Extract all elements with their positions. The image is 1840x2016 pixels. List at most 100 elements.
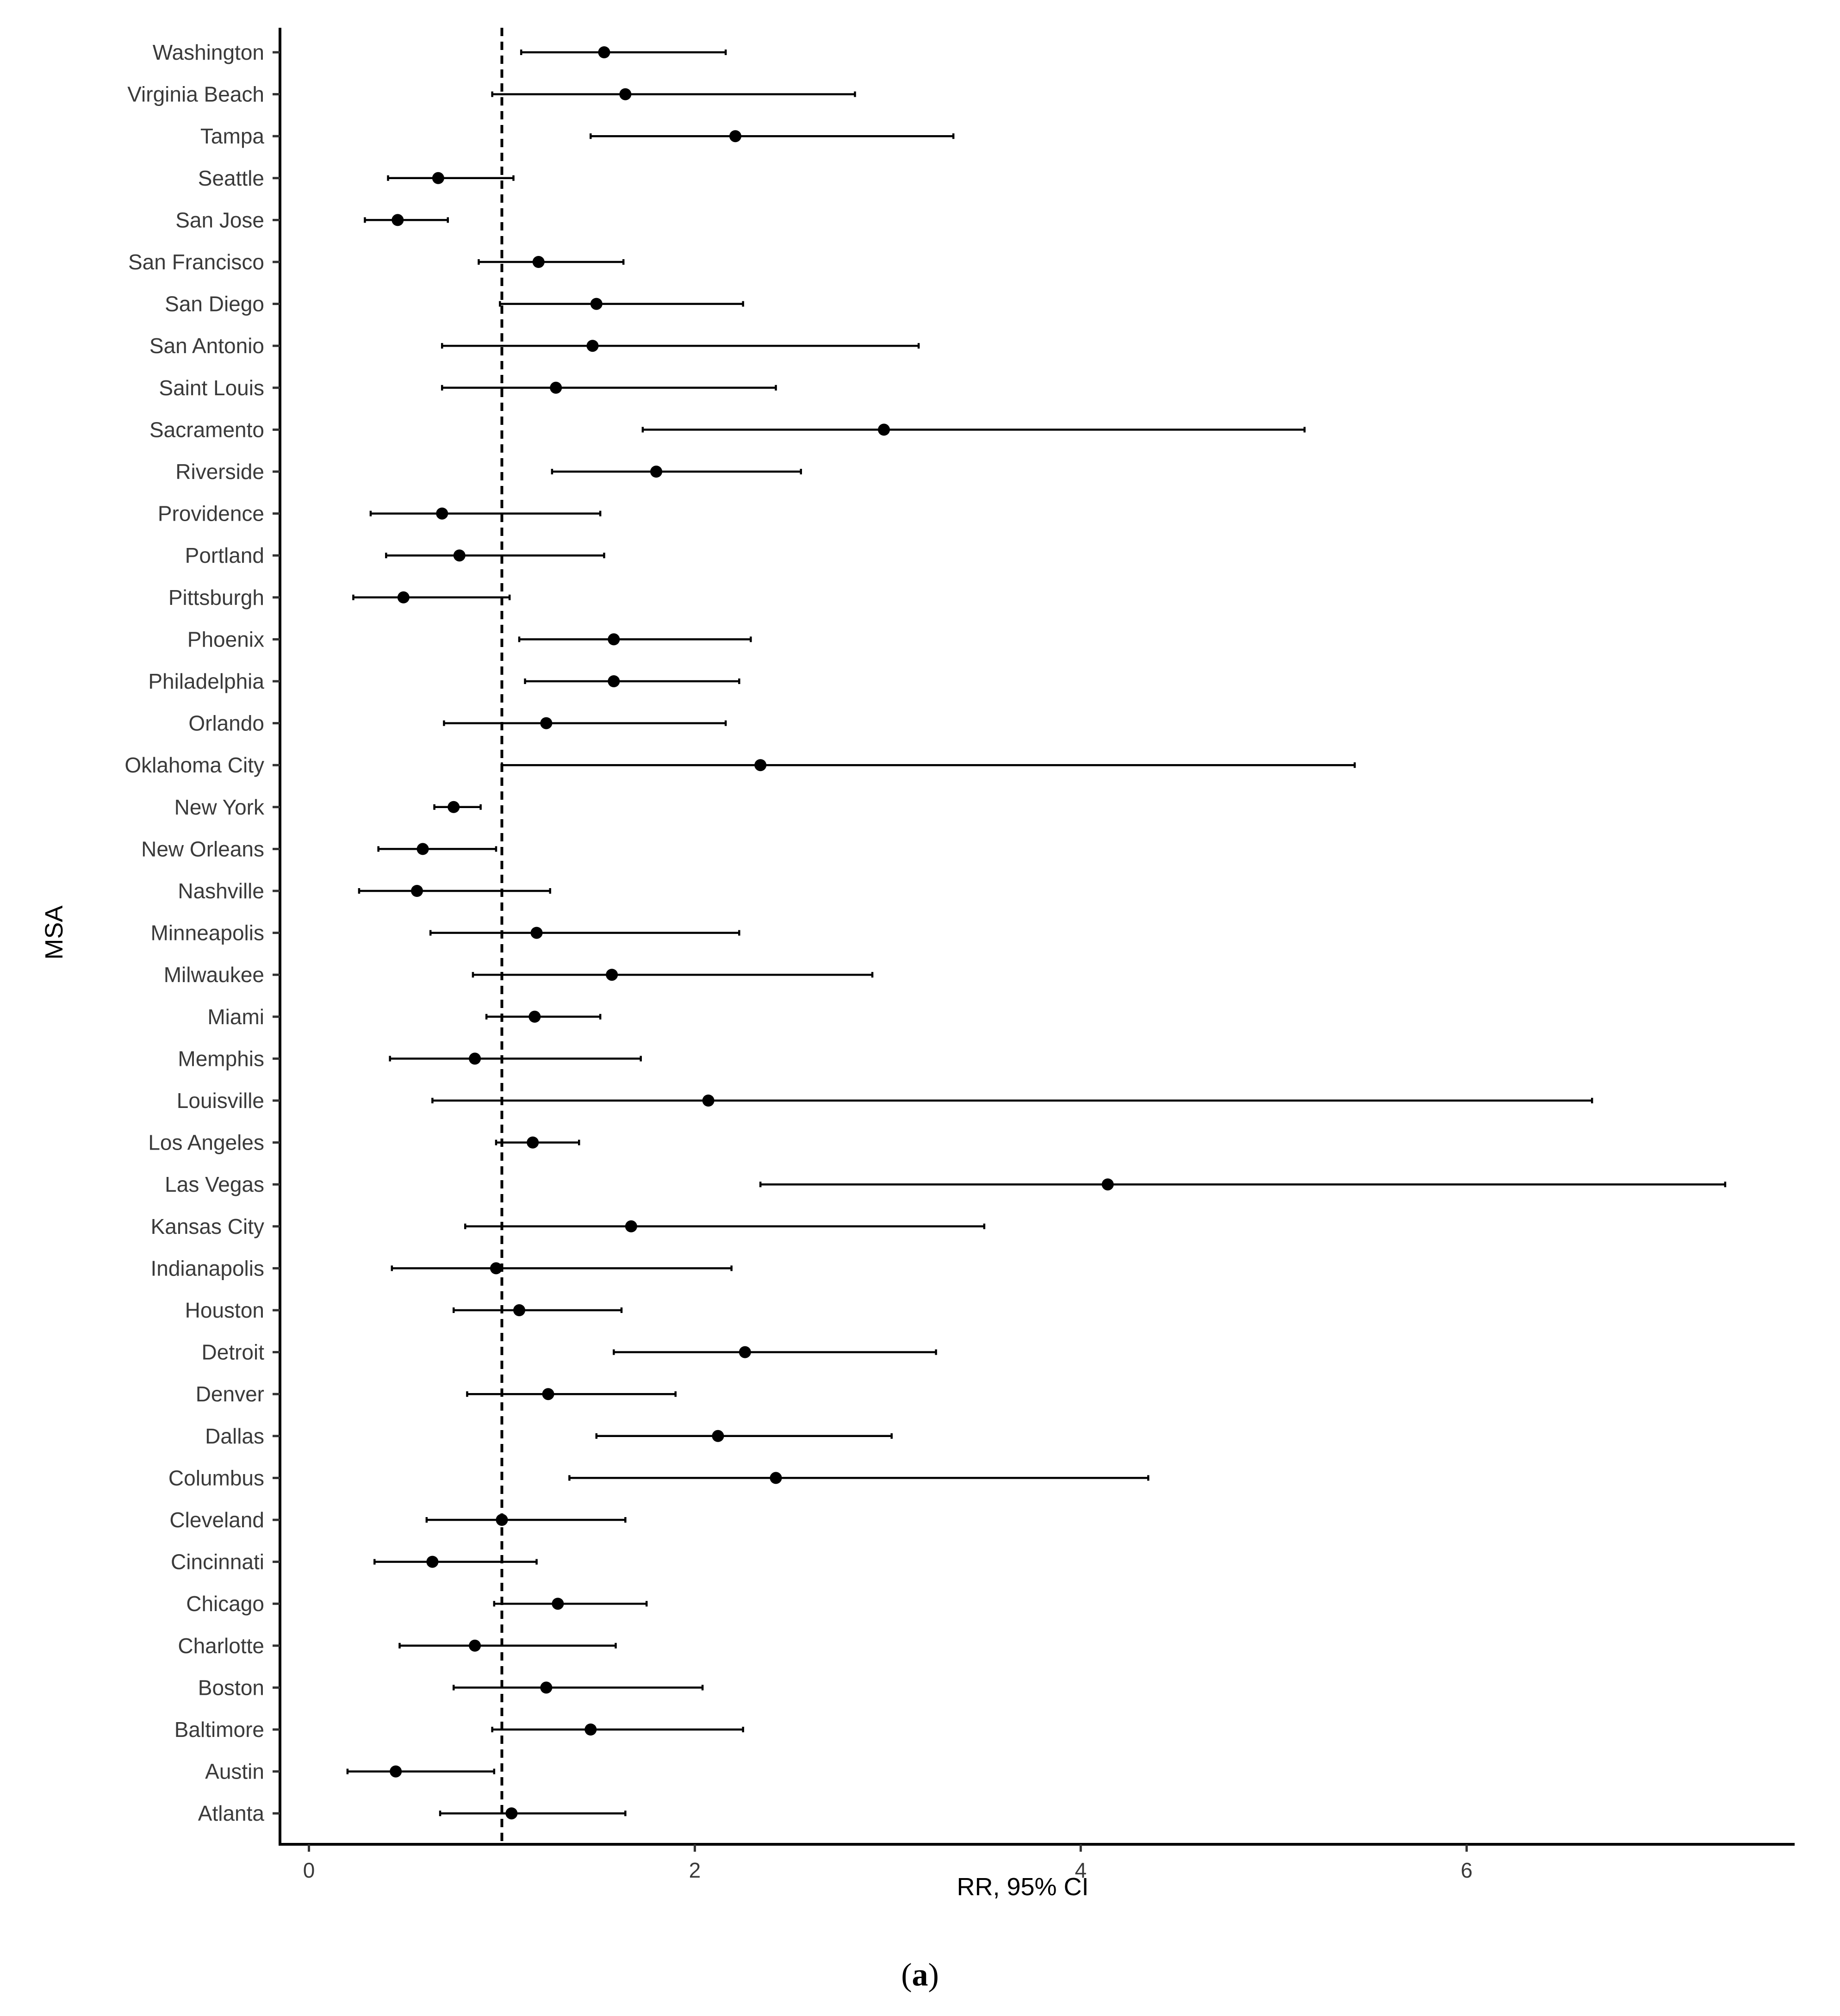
point-estimate <box>584 1724 597 1736</box>
point-estimate <box>1101 1178 1114 1191</box>
caption-paren-open: ( <box>901 1957 912 1993</box>
point-estimate <box>469 1639 481 1652</box>
point-estimate <box>590 298 603 310</box>
y-tick-label: Nashville <box>178 879 264 903</box>
y-axis: Washington Virginia Beach Tampa Seattle San … <box>124 28 281 1844</box>
y-tick-label: Chicago <box>186 1592 264 1616</box>
y-tick-label: Oklahoma City <box>124 753 264 777</box>
point-estimate <box>530 927 543 939</box>
point-estimate <box>532 256 545 268</box>
point-estimate <box>702 1095 715 1107</box>
y-tick-label: Riverside <box>175 460 264 484</box>
y-tick-label: San Diego <box>165 292 264 316</box>
point-estimate <box>528 1010 541 1023</box>
y-tick-label: Columbus <box>168 1466 264 1490</box>
point-estimate <box>586 340 599 352</box>
y-tick-label: Tampa <box>200 124 264 148</box>
x-tick-label: 2 <box>689 1858 701 1882</box>
y-tick-label: San Francisco <box>128 250 264 274</box>
y-tick-label: Boston <box>198 1675 264 1699</box>
point-estimate <box>729 130 741 143</box>
point-estimate <box>416 843 429 855</box>
y-tick-label: Dallas <box>205 1424 264 1448</box>
y-tick-label: Sacramento <box>149 417 264 442</box>
point-estimate <box>490 1262 502 1275</box>
point-estimate <box>625 1220 637 1232</box>
y-tick-label: New York <box>174 795 265 819</box>
x-axis: 0 2 4 6 <box>279 1843 1795 1882</box>
y-tick-label: Houston <box>185 1298 264 1322</box>
y-tick-label: Las Vegas <box>165 1172 264 1196</box>
y-tick-label: San Antonio <box>149 334 264 358</box>
point-estimate <box>552 1598 564 1610</box>
y-tick-label: Washington <box>153 40 264 64</box>
point-estimate <box>453 549 466 562</box>
y-tick-label: Cincinnati <box>171 1550 264 1574</box>
y-tick-label: Denver <box>196 1382 264 1406</box>
caption-paren-close: ) <box>928 1957 939 1993</box>
y-axis-title: MSA <box>40 905 68 959</box>
point-estimate <box>770 1472 782 1484</box>
point-estimate <box>540 1681 553 1694</box>
point-estimate <box>542 1388 554 1400</box>
plot-area <box>346 28 1727 1844</box>
point-estimate <box>739 1346 751 1358</box>
point-estimate <box>411 885 423 897</box>
point-estimate <box>878 423 890 436</box>
point-estimate <box>606 969 618 981</box>
x-tick-label: 6 <box>1461 1858 1473 1882</box>
point-estimate <box>527 1136 539 1149</box>
y-tick-label: Atlanta <box>198 1801 265 1825</box>
x-axis-title: RR, 95% CI <box>957 1873 1088 1901</box>
y-tick-label: Indianapolis <box>150 1256 264 1280</box>
point-estimate <box>754 759 767 772</box>
y-tick-label: Los Angeles <box>148 1131 264 1155</box>
y-tick-label: Virginia Beach <box>127 82 264 106</box>
point-estimate <box>448 801 460 813</box>
point-estimate <box>505 1807 518 1820</box>
y-tick-label: Baltimore <box>174 1717 264 1742</box>
y-tick-label: Portland <box>185 543 264 567</box>
point-estimate <box>598 46 610 58</box>
y-tick-label: New Orleans <box>141 837 264 861</box>
point-estimate <box>540 717 553 729</box>
y-tick-label: Detroit <box>202 1340 265 1364</box>
y-tick-label: Cleveland <box>169 1508 264 1532</box>
point-estimate <box>650 466 663 478</box>
y-tick-label: Louisville <box>177 1089 264 1113</box>
point-estimate <box>426 1556 439 1568</box>
y-tick-label: Seattle <box>198 166 264 190</box>
x-tick-label: 0 <box>303 1858 315 1882</box>
y-tick-label: Phoenix <box>187 627 264 651</box>
point-estimate <box>608 633 620 646</box>
y-tick-label: Memphis <box>178 1046 264 1070</box>
point-estimate <box>390 1765 402 1778</box>
y-tick-label: Charlotte <box>178 1634 264 1658</box>
caption-letter: a <box>912 1957 928 1993</box>
y-tick-label: Miami <box>207 1005 264 1029</box>
point-estimate <box>712 1430 724 1442</box>
point-estimate <box>550 381 562 394</box>
point-estimate <box>469 1052 481 1065</box>
x-tick-label: 4 <box>1075 1858 1087 1882</box>
y-tick-label: San Jose <box>175 208 264 232</box>
y-tick-label: Minneapolis <box>151 921 264 945</box>
y-tick-label: Pittsburgh <box>168 585 264 610</box>
figure-caption: (a) <box>901 1957 939 1993</box>
point-estimate <box>513 1304 526 1316</box>
point-estimate <box>608 675 620 687</box>
point-estimate <box>397 591 410 604</box>
point-estimate <box>436 507 448 520</box>
point-estimate <box>392 214 404 226</box>
point-estimate <box>619 88 632 100</box>
y-tick-label: Saint Louis <box>159 376 264 400</box>
y-tick-label: Philadelphia <box>148 669 264 693</box>
y-tick-label: Orlando <box>188 711 264 735</box>
y-tick-label: Kansas City <box>151 1214 264 1238</box>
y-tick-label: Milwaukee <box>164 963 264 987</box>
y-tick-label: Austin <box>205 1760 264 1784</box>
point-estimate <box>496 1514 508 1526</box>
y-tick-label: Providence <box>158 502 264 526</box>
point-estimate <box>432 172 444 184</box>
